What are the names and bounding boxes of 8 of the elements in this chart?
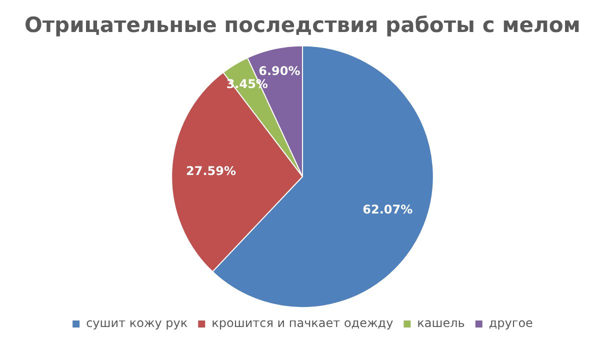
data-label: 62.07%	[362, 202, 413, 217]
legend-label: другое	[488, 316, 533, 330]
legend-label: сушит кожу рук	[86, 316, 188, 330]
data-label: 6.90%	[258, 64, 300, 78]
chart-title: Отрицательные последствия работы с мелом	[24, 13, 580, 38]
legend-label: кашель	[417, 316, 465, 330]
data-label: 27.59%	[186, 164, 236, 178]
legend-label: крошится и пачкает одежду	[212, 316, 394, 330]
